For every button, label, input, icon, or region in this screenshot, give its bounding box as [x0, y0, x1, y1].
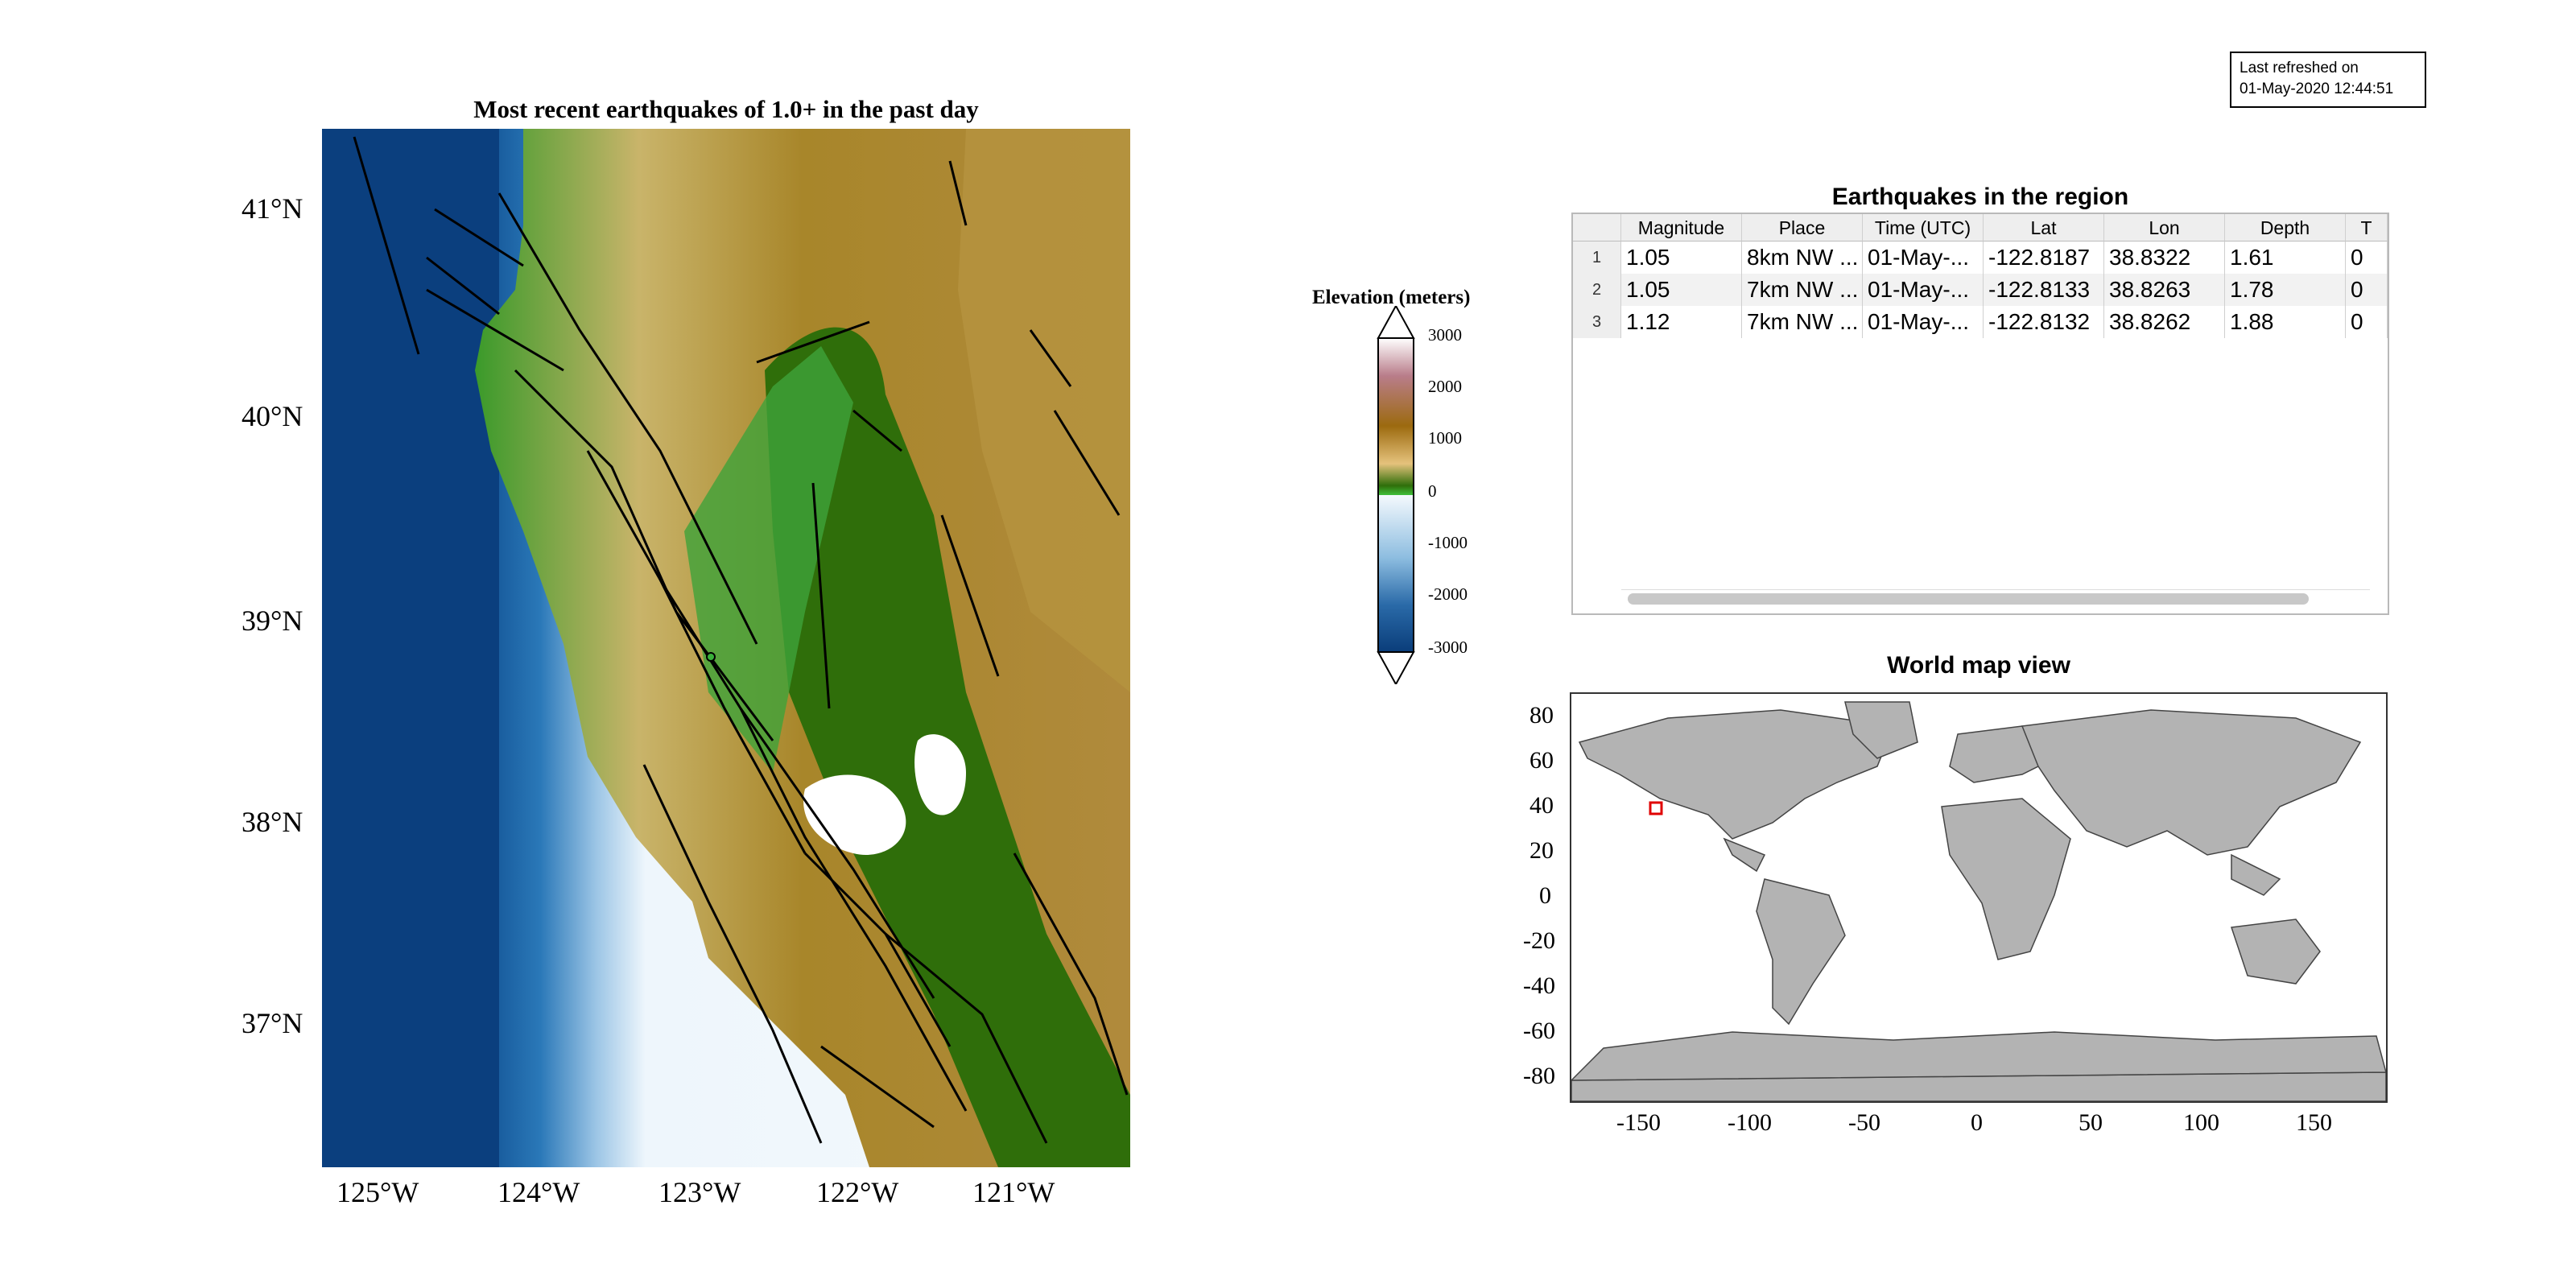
lon-label-123: 123°W: [658, 1176, 741, 1208]
header-t[interactable]: T: [2346, 214, 2388, 242]
cell-time[interactable]: 01-May-...: [1863, 274, 1984, 306]
lon-label-122: 122°W: [816, 1176, 899, 1208]
refresh-label: Last refreshed on: [2240, 60, 2359, 76]
row-number: 1: [1573, 242, 1621, 274]
table-row[interactable]: 3 1.12 7km NW ... 01-May-... -122.8132 3…: [1573, 306, 2388, 338]
greenland-shape: [1844, 701, 1918, 759]
map-title: Most recent earthquakes of 1.0+ in the p…: [473, 95, 979, 123]
antarctica-shelf-shape: [1571, 1031, 2386, 1081]
table-row[interactable]: 2 1.05 7km NW ... 01-May-... -122.8133 3…: [1573, 274, 2388, 306]
asia-shape: [2021, 709, 2362, 856]
world-x-label-neg150: -150: [1616, 1109, 1661, 1136]
world-y-label-40: 40: [1530, 792, 1554, 819]
world-x-label-0: 0: [1971, 1109, 1983, 1136]
header-magnitude[interactable]: Magnitude: [1621, 214, 1742, 242]
elevation-colorbar: [1370, 303, 1459, 687]
world-y-label-neg80: -80: [1523, 1063, 1555, 1089]
elevation-map-graphic: [322, 129, 1130, 1167]
north-america-shape: [1578, 709, 1895, 840]
cell-lon[interactable]: 38.8262: [2104, 306, 2225, 338]
world-y-label-20: 20: [1530, 837, 1554, 864]
cell-depth[interactable]: 1.88: [2225, 306, 2346, 338]
world-map-view[interactable]: [1570, 692, 2388, 1103]
cell-time[interactable]: 01-May-...: [1863, 306, 1984, 338]
cell-depth[interactable]: 1.78: [2225, 274, 2346, 306]
lat-label-40: 40°N: [242, 400, 303, 432]
lat-label-38: 38°N: [242, 806, 303, 838]
world-y-label-0: 0: [1539, 882, 1551, 909]
cell-place[interactable]: 7km NW ...: [1742, 274, 1863, 306]
cell-time[interactable]: 01-May-...: [1863, 242, 1984, 274]
header-depth[interactable]: Depth: [2225, 214, 2346, 242]
table-row[interactable]: 1 1.05 8km NW ... 01-May-... -122.8187 3…: [1573, 242, 2388, 274]
earthquake-table[interactable]: Magnitude Place Time (UTC) Lat Lon Depth…: [1571, 213, 2389, 615]
cell-lon[interactable]: 38.8263: [2104, 274, 2225, 306]
cell-lon[interactable]: 38.8322: [2104, 242, 2225, 274]
central-america-shape: [1723, 837, 1766, 873]
colorbar-tick-neg2000: -2000: [1428, 584, 1468, 604]
last-refreshed-box: Last refreshed on 01-May-2020 12:44:51: [2230, 52, 2426, 108]
world-y-label-neg40: -40: [1523, 972, 1555, 999]
world-x-label-neg50: -50: [1848, 1109, 1880, 1136]
table-title: Earthquakes in the region: [1831, 184, 2129, 210]
cell-place[interactable]: 8km NW ...: [1742, 242, 1863, 274]
header-row-number: [1573, 214, 1621, 242]
lon-label-125: 125°W: [336, 1176, 419, 1208]
header-lat[interactable]: Lat: [1984, 214, 2104, 242]
scrollbar-thumb[interactable]: [1628, 593, 2309, 605]
cell-magnitude[interactable]: 1.05: [1621, 242, 1742, 274]
table-header-row: Magnitude Place Time (UTC) Lat Lon Depth…: [1573, 214, 2388, 246]
africa-shape: [1941, 798, 2071, 960]
southeast-asia-shape: [2231, 853, 2281, 896]
world-map-title: World map view: [1887, 652, 2070, 679]
cell-lat[interactable]: -122.8133: [1984, 274, 2104, 306]
world-y-label-neg60: -60: [1523, 1018, 1555, 1044]
australia-shape: [2230, 919, 2321, 985]
colorbar-title: Elevation (meters): [1312, 287, 1471, 308]
regional-elevation-map[interactable]: [322, 129, 1130, 1167]
colorbar-tick-neg3000: -3000: [1428, 638, 1468, 657]
cell-t[interactable]: 0: [2346, 242, 2388, 274]
lon-label-121: 121°W: [972, 1176, 1055, 1208]
cell-magnitude[interactable]: 1.12: [1621, 306, 1742, 338]
header-place[interactable]: Place: [1742, 214, 1863, 242]
world-x-label-150: 150: [2296, 1109, 2332, 1136]
colorbar-tick-3000: 3000: [1428, 325, 1462, 345]
earthquake-marker: [706, 652, 716, 662]
header-time[interactable]: Time (UTC): [1863, 214, 1984, 242]
region-marker: [1649, 801, 1663, 815]
row-number: 3: [1573, 306, 1621, 338]
horizontal-scrollbar[interactable]: [1621, 589, 2370, 606]
refresh-timestamp: 01-May-2020 12:44:51: [2240, 80, 2394, 97]
row-number: 2: [1573, 274, 1621, 306]
world-x-label-100: 100: [2183, 1109, 2219, 1136]
header-lon[interactable]: Lon: [2104, 214, 2225, 242]
world-y-label-neg20: -20: [1523, 927, 1555, 954]
world-y-label-60: 60: [1530, 747, 1554, 774]
world-x-label-50: 50: [2079, 1109, 2103, 1136]
cell-t[interactable]: 0: [2346, 306, 2388, 338]
lon-label-124: 124°W: [497, 1176, 580, 1208]
colorbar-tick-2000: 2000: [1428, 377, 1462, 396]
colorbar-tick-neg1000: -1000: [1428, 533, 1468, 552]
cell-t[interactable]: 0: [2346, 274, 2388, 306]
colorbar-tick-0: 0: [1428, 481, 1437, 501]
cell-depth[interactable]: 1.61: [2225, 242, 2346, 274]
cell-place[interactable]: 7km NW ...: [1742, 306, 1863, 338]
lat-label-41: 41°N: [242, 192, 303, 225]
cell-lat[interactable]: -122.8132: [1984, 306, 2104, 338]
world-y-label-80: 80: [1530, 702, 1554, 729]
colorbar-tick-1000: 1000: [1428, 428, 1462, 448]
world-map-graphic: [1571, 701, 2386, 1101]
world-x-label-neg100: -100: [1728, 1109, 1772, 1136]
lat-label-37: 37°N: [242, 1007, 303, 1039]
south-america-shape: [1756, 878, 1846, 1026]
lat-label-39: 39°N: [242, 605, 303, 637]
cell-lat[interactable]: -122.8187: [1984, 242, 2104, 274]
cell-magnitude[interactable]: 1.05: [1621, 274, 1742, 306]
